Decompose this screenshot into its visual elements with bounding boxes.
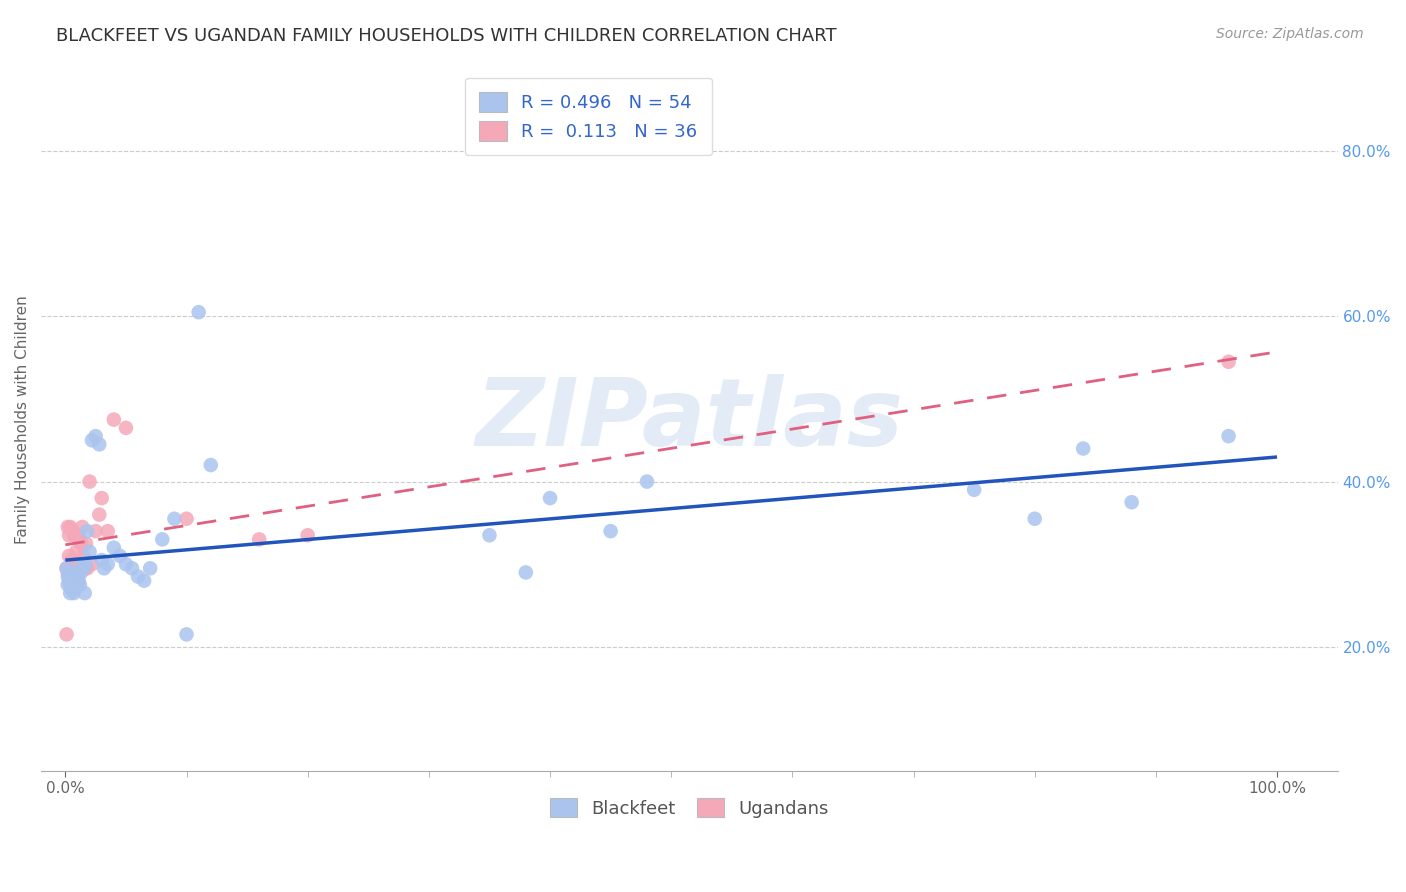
Point — [72, 561, 94, 575]
Point — [65, 574, 87, 588]
Point — [115, 557, 138, 571]
Point — [56, 566, 79, 580]
Point — [538, 491, 561, 505]
Point — [60, 582, 83, 596]
Point — [97, 524, 120, 538]
Point — [97, 557, 120, 571]
Point — [58, 566, 80, 580]
Point — [69, 578, 91, 592]
Point — [103, 541, 125, 555]
Point — [59, 578, 82, 592]
Legend: Blackfeet, Ugandans: Blackfeet, Ugandans — [543, 790, 837, 825]
Point — [1024, 512, 1046, 526]
Point — [73, 586, 96, 600]
Point — [187, 305, 209, 319]
Point — [247, 533, 270, 547]
Point — [127, 569, 149, 583]
Text: BLACKFEET VS UGANDAN FAMILY HOUSEHOLDS WITH CHILDREN CORRELATION CHART: BLACKFEET VS UGANDAN FAMILY HOUSEHOLDS W… — [56, 27, 837, 45]
Point — [59, 586, 82, 600]
Point — [72, 520, 94, 534]
Point — [70, 566, 93, 580]
Point — [55, 561, 77, 575]
Point — [63, 528, 86, 542]
Point — [56, 520, 79, 534]
Point — [515, 566, 537, 580]
Point — [60, 553, 83, 567]
Point — [63, 561, 86, 575]
Point — [478, 528, 501, 542]
Point — [66, 574, 89, 588]
Point — [72, 549, 94, 563]
Point — [59, 520, 82, 534]
Point — [89, 508, 111, 522]
Point — [66, 578, 89, 592]
Point — [56, 578, 79, 592]
Point — [76, 524, 98, 538]
Point — [75, 557, 97, 571]
Point — [59, 569, 82, 583]
Point — [60, 582, 83, 596]
Point — [176, 512, 198, 526]
Point — [1218, 355, 1240, 369]
Point — [67, 574, 90, 588]
Point — [62, 578, 84, 592]
Point — [70, 536, 93, 550]
Point — [73, 561, 96, 575]
Point — [58, 528, 80, 542]
Point — [55, 627, 77, 641]
Point — [80, 557, 103, 571]
Point — [69, 533, 91, 547]
Point — [66, 566, 89, 580]
Point — [79, 475, 101, 489]
Point — [63, 586, 86, 600]
Text: ZIPatlas: ZIPatlas — [475, 374, 904, 466]
Point — [90, 491, 112, 505]
Point — [80, 434, 103, 448]
Point — [1071, 442, 1094, 456]
Point — [67, 528, 90, 542]
Point — [60, 574, 83, 588]
Point — [1121, 495, 1143, 509]
Y-axis label: Family Households with Children: Family Households with Children — [15, 295, 30, 544]
Point — [58, 549, 80, 563]
Point — [63, 528, 86, 542]
Point — [79, 545, 101, 559]
Point — [65, 545, 87, 559]
Point — [84, 429, 107, 443]
Point — [62, 524, 84, 538]
Point — [55, 561, 77, 575]
Point — [963, 483, 986, 497]
Point — [200, 458, 222, 472]
Point — [139, 561, 162, 575]
Point — [58, 574, 80, 588]
Point — [163, 512, 186, 526]
Point — [56, 569, 79, 583]
Point — [76, 561, 98, 575]
Point — [72, 557, 94, 571]
Point — [103, 412, 125, 426]
Point — [63, 582, 86, 596]
Point — [1218, 429, 1240, 443]
Point — [84, 524, 107, 538]
Point — [115, 421, 138, 435]
Point — [89, 437, 111, 451]
Point — [599, 524, 621, 538]
Text: Source: ZipAtlas.com: Source: ZipAtlas.com — [1216, 27, 1364, 41]
Point — [93, 561, 115, 575]
Point — [176, 627, 198, 641]
Point — [75, 536, 97, 550]
Point — [297, 528, 319, 542]
Point — [132, 574, 155, 588]
Point — [636, 475, 658, 489]
Point — [90, 553, 112, 567]
Point — [121, 561, 143, 575]
Point — [63, 578, 86, 592]
Point — [62, 569, 84, 583]
Point — [150, 533, 173, 547]
Point — [108, 549, 131, 563]
